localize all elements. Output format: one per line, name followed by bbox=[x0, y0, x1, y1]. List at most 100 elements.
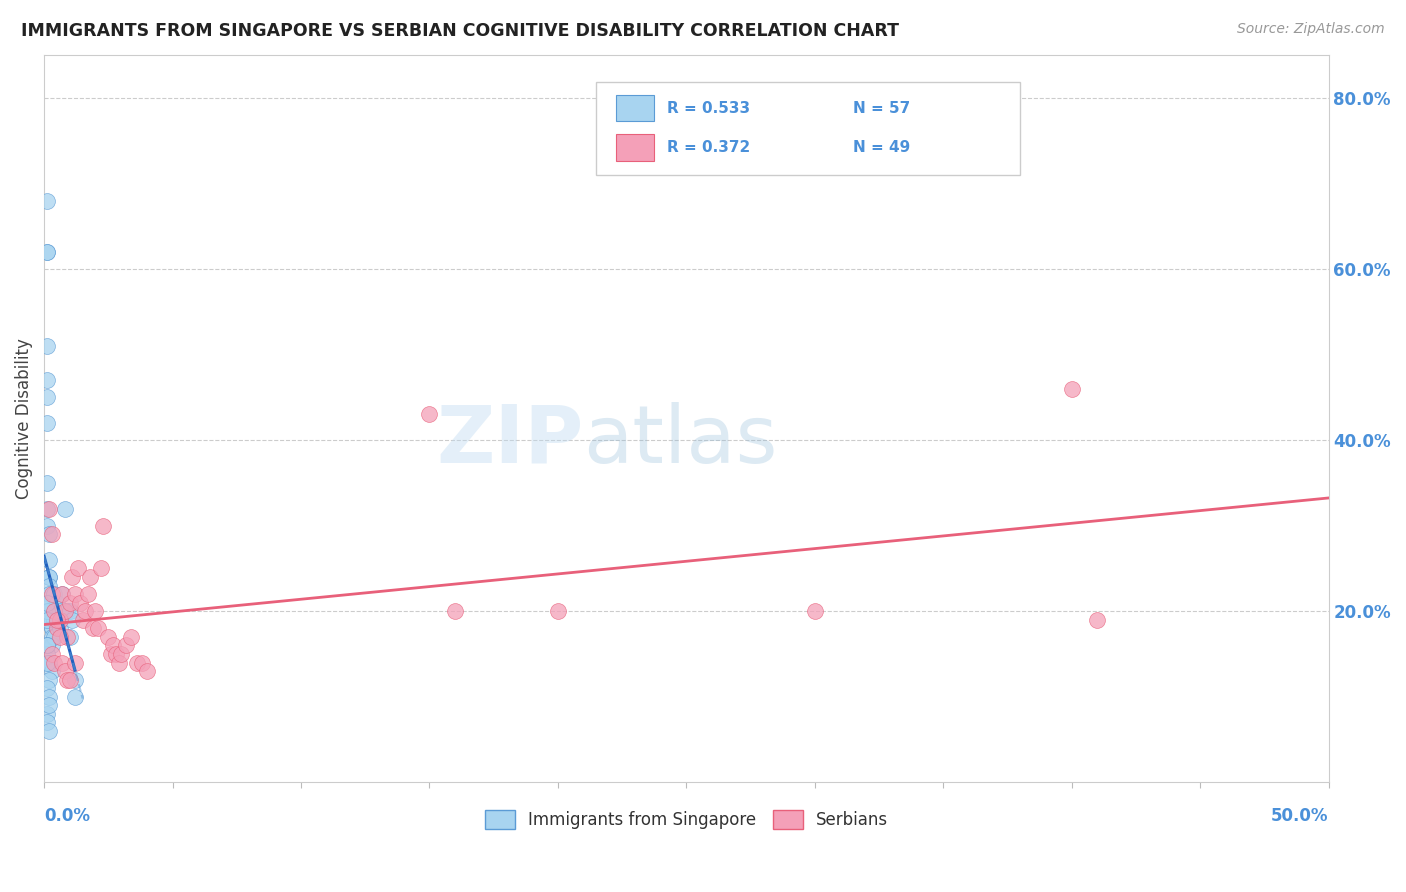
Point bbox=[35, 639, 58, 653]
Point bbox=[51, 587, 73, 601]
Point bbox=[60, 570, 83, 584]
Point bbox=[41, 639, 63, 653]
Point bbox=[35, 715, 58, 730]
Text: 0.0%: 0.0% bbox=[44, 807, 90, 825]
Point bbox=[76, 587, 98, 601]
Point bbox=[46, 596, 69, 610]
Point bbox=[63, 673, 86, 687]
Text: ZIP: ZIP bbox=[436, 401, 583, 480]
Point bbox=[38, 656, 60, 670]
Point bbox=[82, 621, 104, 635]
Point bbox=[41, 630, 63, 644]
Point bbox=[97, 630, 120, 644]
Point bbox=[44, 587, 66, 601]
Text: IMMIGRANTS FROM SINGAPORE VS SERBIAN COGNITIVE DISABILITY CORRELATION CHART: IMMIGRANTS FROM SINGAPORE VS SERBIAN COG… bbox=[21, 22, 898, 40]
Point bbox=[444, 604, 467, 618]
Point bbox=[35, 613, 58, 627]
Text: 50.0%: 50.0% bbox=[1271, 807, 1329, 825]
Point bbox=[44, 630, 66, 644]
FancyBboxPatch shape bbox=[596, 82, 1021, 175]
Point bbox=[418, 408, 440, 422]
Point bbox=[120, 630, 142, 644]
Point bbox=[56, 673, 79, 687]
Point bbox=[41, 527, 63, 541]
Point bbox=[46, 613, 69, 627]
Point bbox=[35, 416, 58, 430]
Point bbox=[66, 561, 89, 575]
Point bbox=[110, 647, 132, 661]
Point bbox=[803, 604, 825, 618]
Point bbox=[35, 647, 58, 661]
Point bbox=[63, 587, 86, 601]
Text: N = 49: N = 49 bbox=[853, 140, 911, 155]
Point bbox=[41, 664, 63, 678]
Point bbox=[38, 613, 60, 627]
Point bbox=[35, 639, 58, 653]
Point bbox=[38, 570, 60, 584]
Point bbox=[53, 664, 76, 678]
Point bbox=[107, 656, 129, 670]
Point bbox=[38, 553, 60, 567]
Point bbox=[38, 501, 60, 516]
Point bbox=[125, 656, 148, 670]
Point bbox=[35, 518, 58, 533]
Point bbox=[35, 604, 58, 618]
Point bbox=[59, 604, 82, 618]
Point bbox=[38, 673, 60, 687]
Point bbox=[79, 570, 101, 584]
Point bbox=[103, 639, 125, 653]
Point bbox=[35, 475, 58, 490]
Point bbox=[51, 656, 73, 670]
Point bbox=[35, 596, 58, 610]
Point bbox=[63, 690, 86, 704]
Point bbox=[60, 613, 83, 627]
Point bbox=[135, 664, 157, 678]
Point bbox=[84, 604, 107, 618]
Point bbox=[38, 656, 60, 670]
Point bbox=[48, 604, 70, 618]
Text: Source: ZipAtlas.com: Source: ZipAtlas.com bbox=[1237, 22, 1385, 37]
Point bbox=[100, 647, 122, 661]
Point bbox=[46, 621, 69, 635]
Point bbox=[35, 244, 58, 259]
Point bbox=[72, 613, 94, 627]
Point bbox=[41, 621, 63, 635]
Point bbox=[35, 656, 58, 670]
Point bbox=[35, 373, 58, 387]
Point bbox=[75, 604, 97, 618]
Point bbox=[56, 604, 79, 618]
Text: R = 0.372: R = 0.372 bbox=[666, 140, 751, 155]
Point bbox=[41, 587, 63, 601]
Point bbox=[48, 621, 70, 635]
Point bbox=[53, 604, 76, 618]
FancyBboxPatch shape bbox=[616, 135, 654, 161]
Point bbox=[38, 724, 60, 739]
Point bbox=[38, 527, 60, 541]
Point bbox=[35, 339, 58, 353]
Point bbox=[56, 630, 79, 644]
Point bbox=[35, 390, 58, 404]
Point bbox=[48, 613, 70, 627]
Point bbox=[44, 613, 66, 627]
Point bbox=[41, 613, 63, 627]
Point bbox=[35, 681, 58, 696]
Text: R = 0.533: R = 0.533 bbox=[666, 101, 751, 116]
FancyBboxPatch shape bbox=[616, 95, 654, 121]
Point bbox=[1085, 613, 1108, 627]
Point bbox=[38, 587, 60, 601]
Text: N = 57: N = 57 bbox=[853, 101, 911, 116]
Point bbox=[38, 570, 60, 584]
Point bbox=[46, 613, 69, 627]
Point bbox=[59, 596, 82, 610]
Point bbox=[51, 587, 73, 601]
Point bbox=[63, 656, 86, 670]
Point bbox=[38, 578, 60, 592]
Point bbox=[35, 244, 58, 259]
Point bbox=[35, 706, 58, 721]
Point bbox=[48, 630, 70, 644]
Point bbox=[59, 673, 82, 687]
Legend: Immigrants from Singapore, Serbians: Immigrants from Singapore, Serbians bbox=[478, 804, 894, 836]
Point bbox=[87, 621, 110, 635]
Point bbox=[35, 194, 58, 208]
Point bbox=[53, 501, 76, 516]
